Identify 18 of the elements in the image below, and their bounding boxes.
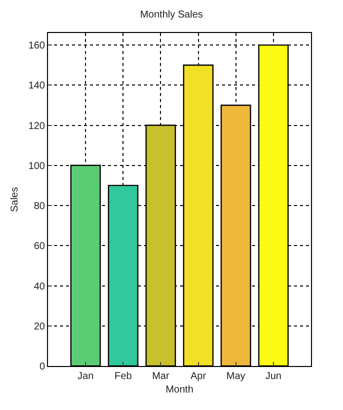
- x-axis-title: Month: [166, 384, 194, 396]
- y-tick-label: 20: [34, 321, 46, 332]
- y-tick-label: 120: [28, 120, 46, 132]
- x-tick-label: Feb: [114, 371, 132, 382]
- y-tick-label: 60: [34, 241, 46, 252]
- y-axis-title: Sales: [9, 186, 20, 212]
- y-tick-label: 0: [39, 362, 46, 372]
- y-tick-label: 140: [28, 80, 46, 92]
- y-tick-label: 100: [28, 160, 46, 172]
- chart-title: Monthly Sales: [140, 9, 203, 20]
- y-tick-label: 40: [34, 281, 46, 292]
- y-tick-label: 160: [28, 40, 46, 52]
- x-tick-label: Jun: [265, 371, 282, 382]
- x-tick-label: Jan: [78, 371, 94, 382]
- x-tick-label: May: [226, 371, 246, 382]
- x-tick-label: Apr: [190, 371, 207, 382]
- y-tick-label: 80: [34, 201, 46, 212]
- x-tick-label: Mar: [152, 371, 170, 382]
